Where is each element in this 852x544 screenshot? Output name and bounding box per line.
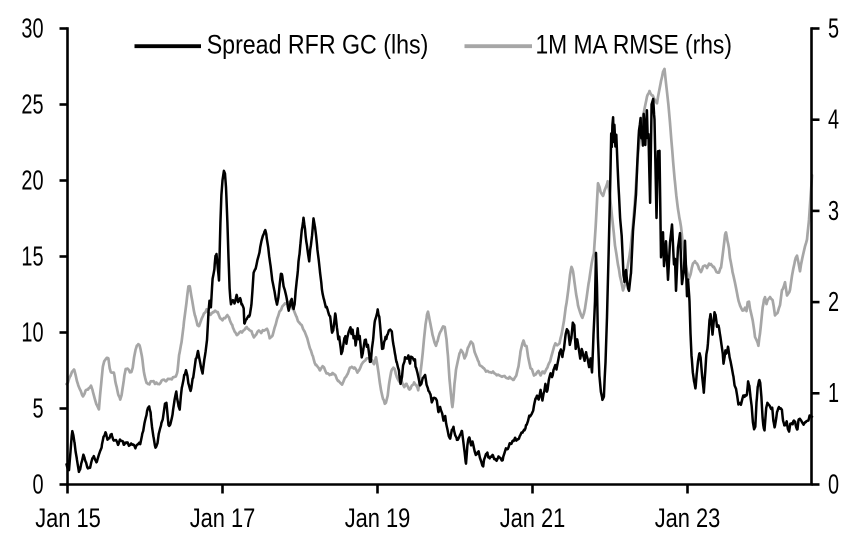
svg-text:0: 0 [828, 469, 839, 500]
svg-text:5: 5 [828, 13, 839, 44]
svg-text:5: 5 [32, 393, 43, 424]
svg-text:3: 3 [828, 196, 839, 227]
svg-text:Jan 23: Jan 23 [655, 504, 721, 533]
svg-text:1M MA RMSE (rhs): 1M MA RMSE (rhs) [536, 30, 732, 60]
svg-text:Jan 17: Jan 17 [190, 504, 256, 533]
svg-text:10: 10 [21, 317, 43, 348]
svg-text:0: 0 [32, 469, 43, 500]
svg-text:1: 1 [828, 378, 839, 409]
svg-text:Jan 19: Jan 19 [345, 504, 411, 533]
svg-text:25: 25 [21, 89, 43, 120]
svg-text:2: 2 [828, 287, 839, 318]
svg-text:Jan 15: Jan 15 [35, 504, 101, 533]
svg-text:15: 15 [21, 241, 43, 272]
svg-text:Spread RFR GC (lhs): Spread RFR GC (lhs) [207, 30, 429, 60]
svg-text:20: 20 [21, 165, 43, 196]
svg-text:4: 4 [828, 105, 839, 136]
svg-text:30: 30 [21, 13, 43, 44]
svg-text:Jan 21: Jan 21 [500, 504, 566, 533]
